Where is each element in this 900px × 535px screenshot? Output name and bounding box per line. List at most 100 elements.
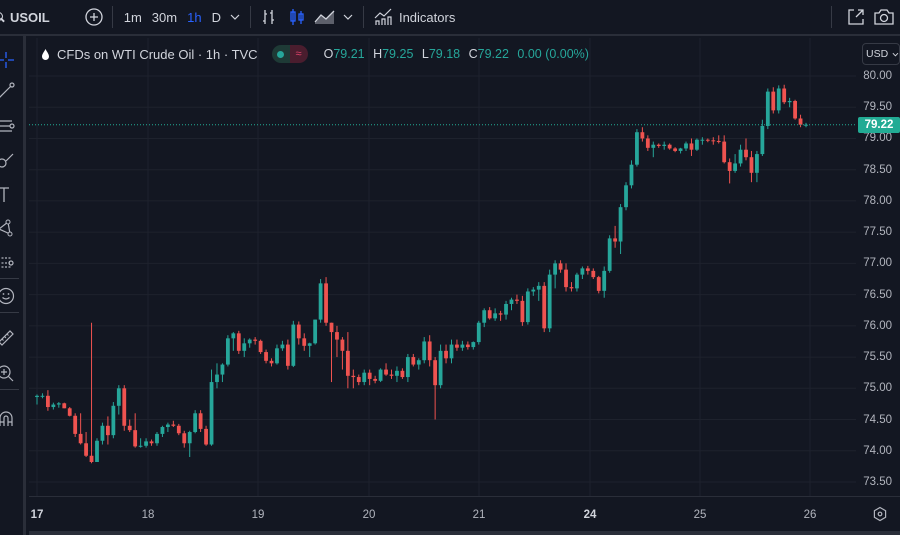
toolbar-divider bbox=[0, 389, 19, 390]
time-tick-label: 21 bbox=[472, 509, 486, 521]
price-tick-label: 75.50 bbox=[863, 351, 892, 364]
emoji-tool[interactable] bbox=[0, 284, 18, 308]
timeframe-dropdown[interactable] bbox=[226, 3, 244, 31]
timeframe-1h[interactable]: 1h bbox=[187, 9, 202, 25]
price-tick-label: 76.50 bbox=[863, 288, 892, 301]
data-delay-icon: ≈ bbox=[289, 45, 308, 63]
snapshot-button[interactable] bbox=[870, 3, 898, 31]
currency-button[interactable]: USD bbox=[862, 43, 900, 65]
time-tick-label: 19 bbox=[251, 509, 265, 521]
time-tick-label: 26 bbox=[803, 509, 817, 521]
bar-chart-type-button[interactable] bbox=[255, 3, 283, 31]
time-tick-label: 25 bbox=[693, 509, 707, 521]
price-tick-label: 74.00 bbox=[863, 444, 892, 457]
fib-tool[interactable] bbox=[0, 114, 18, 138]
high-value: 79.25 bbox=[382, 47, 414, 61]
chart-settings-button[interactable] bbox=[872, 506, 888, 522]
price-tick-label: 79.50 bbox=[863, 101, 892, 114]
last-price-label: 79.22 bbox=[858, 116, 900, 133]
market-open-indicator bbox=[271, 45, 290, 63]
time-tick-label: 18 bbox=[141, 509, 155, 521]
trend-line-icon bbox=[0, 82, 15, 98]
magnet-icon bbox=[0, 411, 13, 426]
toolbar-divider bbox=[0, 278, 19, 279]
price-tick-label: 73.50 bbox=[863, 475, 892, 488]
market-status-pill[interactable]: ≈ bbox=[271, 45, 308, 63]
change-value: 0.00 (0.00%) bbox=[517, 47, 589, 61]
price-tick-label: 76.00 bbox=[863, 319, 892, 332]
time-tick-label: 17 bbox=[30, 509, 44, 521]
brush-tool[interactable] bbox=[0, 148, 18, 172]
plus-circle-icon bbox=[85, 8, 103, 26]
separator bbox=[831, 6, 832, 28]
chart-canvas[interactable] bbox=[29, 38, 856, 496]
indicators-button[interactable]: Indicators bbox=[374, 3, 455, 31]
low-label: L bbox=[421, 47, 429, 61]
area-chart-type-button[interactable] bbox=[311, 3, 339, 31]
crosshair-tool[interactable] bbox=[0, 48, 18, 72]
toolbar-divider bbox=[0, 312, 19, 313]
price-tick-label: 80.00 bbox=[863, 70, 892, 82]
ruler-tool[interactable] bbox=[0, 326, 18, 350]
pattern-icon bbox=[0, 219, 13, 237]
open-value: 79.21 bbox=[333, 47, 365, 61]
candlestick-chart bbox=[29, 38, 856, 496]
bottom-border bbox=[29, 531, 900, 535]
prediction-tool[interactable] bbox=[0, 250, 18, 274]
high-label: H bbox=[373, 47, 383, 61]
text-icon bbox=[0, 187, 9, 202]
timeframe-d[interactable]: D bbox=[211, 9, 221, 25]
pattern-tool[interactable] bbox=[0, 216, 18, 240]
separator bbox=[111, 6, 113, 28]
timeframe-1m[interactable]: 1m bbox=[123, 9, 142, 25]
prediction-icon bbox=[0, 257, 14, 268]
oil-drop-icon bbox=[42, 48, 49, 60]
candles-chart-type-button[interactable] bbox=[283, 3, 311, 31]
price-tick-label: 78.50 bbox=[863, 163, 892, 176]
price-tick-label: 75.00 bbox=[863, 382, 892, 395]
fib-retracement-icon bbox=[0, 120, 15, 132]
fullscreen-button[interactable] bbox=[842, 3, 870, 31]
separator bbox=[362, 6, 364, 28]
search-icon bbox=[0, 12, 6, 22]
time-tick-label: 20 bbox=[362, 509, 376, 521]
zoom-tool[interactable] bbox=[0, 362, 18, 386]
emoji-icon bbox=[0, 287, 15, 305]
candles-icon bbox=[290, 9, 304, 25]
camera-icon bbox=[874, 9, 894, 25]
open-label: O bbox=[323, 47, 334, 61]
timeframe-30m[interactable]: 30m bbox=[151, 9, 178, 25]
chevron-down-icon bbox=[892, 52, 899, 56]
indicators-label: Indicators bbox=[398, 9, 456, 25]
currency-label: USD bbox=[866, 48, 889, 60]
low-value: 79.18 bbox=[428, 47, 461, 61]
close-label: C bbox=[468, 47, 478, 61]
price-axis[interactable]: 80.00 79.50 79.00 78.50 78.00 77.50 77.00 76.50… bbox=[856, 38, 900, 496]
status-dot-icon bbox=[277, 50, 285, 58]
price-tick-label: 77.50 bbox=[863, 226, 892, 239]
symbol-search[interactable]: USOIL bbox=[0, 0, 50, 34]
compare-symbol-button[interactable] bbox=[80, 3, 108, 31]
brush-icon bbox=[0, 153, 14, 168]
price-tick-label: 78.00 bbox=[863, 194, 892, 207]
magnet-tool[interactable] bbox=[0, 407, 18, 431]
trend-line-tool[interactable] bbox=[0, 79, 18, 103]
time-tick-label: 24 bbox=[583, 509, 597, 521]
text-tool[interactable] bbox=[0, 183, 18, 207]
chevron-down-icon bbox=[230, 14, 240, 20]
time-axis[interactable]: 17 18 19 20 21 24 25 26 bbox=[29, 496, 900, 532]
chart-type-dropdown[interactable] bbox=[339, 3, 357, 31]
chevron-down-icon bbox=[343, 14, 353, 20]
close-value: 79.22 bbox=[477, 47, 509, 61]
gear-icon bbox=[873, 506, 887, 522]
price-tick-label: 77.00 bbox=[863, 257, 892, 270]
chart-legend: CFDs on WTI Crude Oil · 1h · TVC ≈ O79.2… bbox=[40, 44, 594, 64]
fullscreen-icon bbox=[848, 9, 864, 25]
symbol-name: USOIL bbox=[10, 9, 50, 25]
zoom-in-icon bbox=[0, 365, 14, 382]
crosshair-icon bbox=[0, 52, 14, 68]
indicators-icon bbox=[374, 8, 392, 25]
separator bbox=[249, 6, 251, 28]
ruler-icon bbox=[0, 330, 14, 346]
bar-chart-icon bbox=[262, 10, 274, 24]
